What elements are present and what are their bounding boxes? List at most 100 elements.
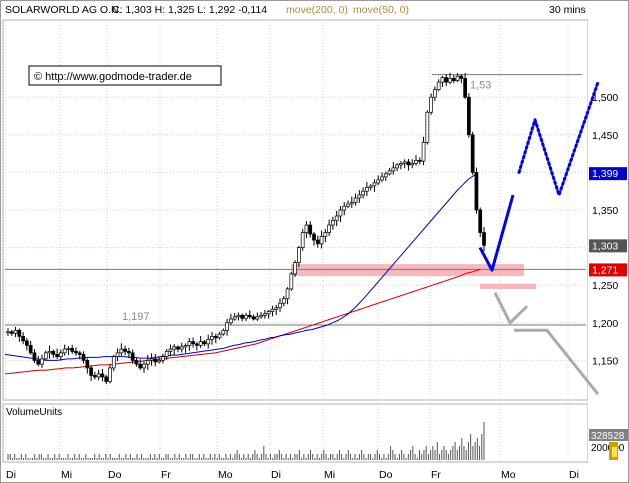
y-tick-label: 1,250 [592,280,618,292]
candle-body [217,333,222,339]
x-tick-label: Mi [324,469,335,481]
quote-readout: C: 1,303 H: 1,325 L: 1,292 -0,114 [112,4,267,16]
candle-body [474,172,479,211]
candle-body [455,75,460,82]
candle-body [100,373,105,378]
price-badge-label: 1,271 [592,264,618,276]
candle-body [47,351,52,354]
candle-body [28,345,33,354]
candle-body [372,182,377,187]
candle-body [349,202,354,205]
candle-body [448,78,452,83]
candle-body [402,161,407,164]
candle-body [395,164,399,169]
candle-body [274,307,279,310]
candle-body [429,96,433,113]
price-labels: 1,399 1,303 1,271 [589,167,627,277]
candle-body [179,346,184,350]
candle-body [312,233,316,241]
candle-body [25,340,29,346]
candle-body [270,308,275,312]
candle-body [470,134,475,173]
candle-body [213,335,218,339]
volume-last-value: 328528 [591,431,625,442]
candle-body [300,232,305,248]
x-tick-label: Do [379,469,393,481]
volume-last-badge [589,429,628,441]
y-tick-label: 1,500 [592,92,618,104]
y-tick-label: 1,200 [592,318,618,330]
candle-body [17,329,22,337]
candle-body [482,232,486,246]
candle-body [59,352,63,357]
x-tick-label: Di [271,469,281,481]
ma200-legend: move(200, 0) [286,4,348,16]
candle-body [9,331,14,334]
projection-path [493,292,529,325]
candle-body [138,363,143,369]
candle-body [225,322,229,331]
gridlines [4,22,586,460]
candle-body [425,111,430,143]
candle-body [127,351,131,354]
candle-body [331,220,335,226]
candle-body [145,360,150,365]
candle-body [421,141,426,162]
y-tick-label: 1,150 [592,355,618,367]
level-label-153: 1,53 [470,80,491,92]
candle-body [391,167,396,172]
candle-body [289,273,294,290]
candle-body [134,360,139,365]
candle-body [153,358,158,363]
projection-path [514,328,600,396]
candle-body [263,313,267,316]
candle-body [315,239,320,245]
candle-body [417,160,422,162]
candle-body [89,367,93,376]
candle-body [399,163,403,166]
candle-body [183,345,188,348]
x-tick-label: Mi [61,469,72,481]
price-badge [589,239,627,253]
candle-body [36,360,41,365]
candle-body [308,224,313,235]
candle-body [202,341,207,345]
projection-path [478,194,515,272]
candle-body [463,78,467,98]
candle-body [104,376,109,382]
candle-body [436,81,441,91]
candle-body [467,96,471,136]
candle-body [232,316,237,320]
price-badge-label: 1,399 [592,168,618,180]
candle-body [62,348,67,354]
candle-body [459,75,464,79]
candle-body [387,170,392,175]
candles [6,72,486,384]
candle-body [319,235,324,245]
candle-body [85,360,90,369]
candle-body [281,298,286,304]
x-axis-ticks: Di Mi Do Fr Mo Di Mi Do Fr Mo Di [6,469,579,481]
price-badge [589,263,627,277]
x-tick-label: Do [108,469,122,481]
candle-body [244,314,248,319]
volume-bars [7,422,485,460]
candle-body [74,351,78,354]
projection-lines [478,80,600,396]
candle-body [195,343,199,346]
candle-body [191,341,195,345]
candle-body [383,173,388,178]
candle-body [414,160,418,164]
candle-body [353,197,358,203]
price-badge-label: 1,303 [592,240,618,252]
ma200-path [4,268,481,375]
candle-body [168,348,173,352]
candle-body [285,288,290,300]
candle-body [81,354,86,361]
candle-body [240,314,245,319]
ma200-line [4,268,481,375]
candle-body [93,375,97,378]
level-label-1197: 1,197 [122,311,150,323]
candle-body [13,329,18,334]
